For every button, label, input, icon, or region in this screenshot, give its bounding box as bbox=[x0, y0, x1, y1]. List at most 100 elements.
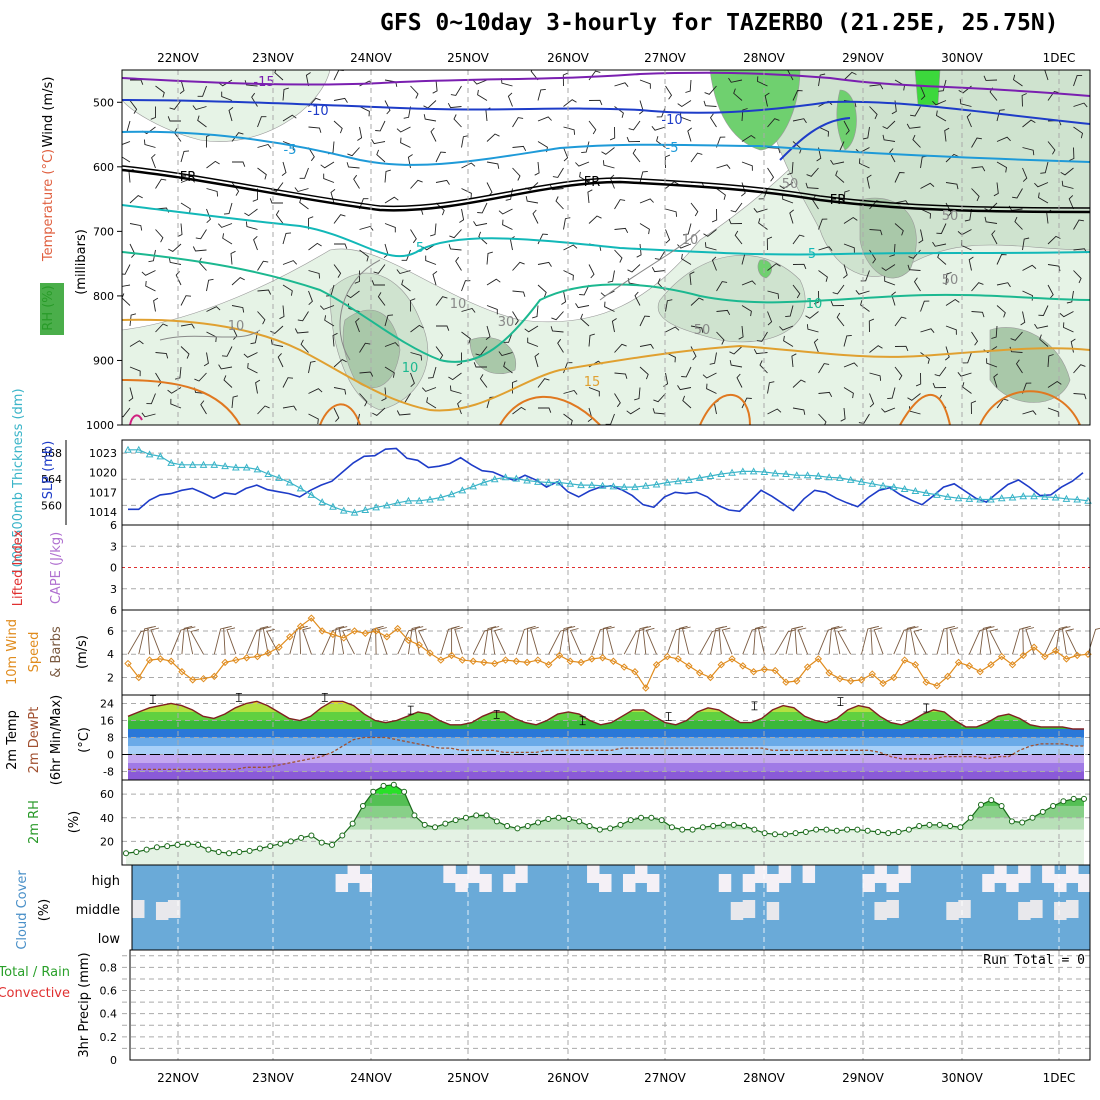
rh-label-a: 2m RH bbox=[27, 800, 42, 844]
thickness-point bbox=[911, 486, 920, 494]
wind-barb bbox=[767, 147, 781, 154]
thickness-point bbox=[361, 505, 370, 513]
wind-barb bbox=[733, 88, 743, 101]
wind-barb bbox=[764, 92, 770, 107]
wind-speed-point bbox=[836, 674, 844, 683]
thickness-point bbox=[933, 490, 941, 498]
wind-barb bbox=[767, 311, 773, 326]
precip-tick-label: 0.8 bbox=[100, 961, 118, 974]
wind-speed-point bbox=[609, 657, 618, 665]
rh-point bbox=[1039, 808, 1046, 815]
wind-speed-point bbox=[642, 684, 650, 692]
thickness-markers bbox=[124, 445, 1092, 516]
contour-label: FR bbox=[830, 193, 847, 208]
wind-speed-point bbox=[275, 643, 283, 651]
wind-barb bbox=[677, 385, 692, 391]
wind-barb bbox=[728, 218, 743, 225]
wind-barb bbox=[1073, 364, 1086, 374]
wind-barb bbox=[359, 106, 370, 117]
wind-barb bbox=[277, 353, 284, 368]
cloud-gap-high bbox=[994, 865, 1007, 883]
wind-barb bbox=[945, 325, 957, 335]
wind-barb bbox=[122, 141, 131, 146]
rh-point bbox=[164, 843, 171, 850]
thickness-point bbox=[900, 484, 909, 493]
wind-barb bbox=[881, 264, 896, 272]
temperature-contour bbox=[129, 414, 143, 425]
wind-barb bbox=[1015, 359, 1023, 374]
wind-barb bbox=[410, 372, 415, 388]
wind-barb bbox=[180, 346, 190, 359]
temp-label-b: 2m DewPt bbox=[27, 707, 42, 774]
wind-barb bbox=[996, 282, 1011, 288]
wind-barb bbox=[1073, 219, 1084, 230]
wind-speed-point bbox=[987, 661, 995, 669]
rh-point bbox=[226, 850, 233, 857]
temp-max-marker bbox=[579, 716, 586, 726]
wind-barb bbox=[563, 99, 577, 107]
precip-label-a: Total / Rain bbox=[0, 965, 70, 980]
contour-label: 30 bbox=[498, 315, 515, 330]
cloud-gap-middle bbox=[958, 900, 971, 918]
temp-max-marker bbox=[923, 703, 930, 713]
top-date-label: 1DEC bbox=[1043, 51, 1076, 65]
wind-barb bbox=[384, 223, 396, 233]
upper-units-label: (millibars) bbox=[74, 229, 89, 295]
wind-speed-point bbox=[803, 663, 812, 671]
thickness-point bbox=[415, 496, 424, 504]
contour-label: 5 bbox=[808, 247, 816, 262]
rh-point bbox=[287, 838, 294, 845]
cloud-gap-high bbox=[982, 874, 995, 892]
wind-barb bbox=[169, 100, 182, 110]
rh-band bbox=[126, 817, 1084, 830]
wind-barb bbox=[247, 362, 258, 374]
wind-barb bbox=[448, 372, 462, 381]
wind-speed-point bbox=[199, 674, 208, 683]
wind-barb bbox=[435, 346, 444, 360]
temp-units-label: (°C) bbox=[77, 727, 92, 753]
wind-barb bbox=[282, 114, 297, 122]
rh-point bbox=[318, 839, 325, 846]
wind-barb bbox=[609, 126, 616, 141]
cloud-gap-middle bbox=[155, 902, 169, 920]
surface-wind-barb bbox=[591, 627, 609, 655]
wind-barb bbox=[588, 333, 595, 347]
wind-speed-point bbox=[998, 652, 1006, 661]
wind-barb bbox=[396, 269, 411, 275]
wind-speed-point bbox=[685, 662, 693, 670]
rh-point bbox=[493, 818, 500, 825]
surface-wind-barb bbox=[338, 626, 348, 655]
wind-speed-point bbox=[793, 677, 801, 685]
wind-speed-point bbox=[1041, 652, 1049, 661]
wind-barb bbox=[702, 372, 717, 379]
thickness-point bbox=[242, 463, 251, 471]
cloud-gap-middle bbox=[132, 900, 145, 918]
wind-barb bbox=[665, 326, 680, 333]
wind-barb bbox=[503, 361, 513, 374]
slp-line bbox=[128, 447, 1084, 513]
rh-point bbox=[246, 847, 253, 854]
wind-barb bbox=[920, 208, 931, 219]
wind-barb bbox=[1022, 264, 1037, 271]
wind-barb bbox=[971, 166, 986, 172]
thickness-point bbox=[652, 480, 661, 488]
rh-point bbox=[689, 826, 696, 833]
rh-point bbox=[638, 814, 645, 821]
wind-barb bbox=[333, 120, 343, 134]
wind-barb bbox=[767, 167, 775, 182]
wind-barb bbox=[231, 305, 245, 313]
wind-barb bbox=[401, 279, 411, 292]
rh-point bbox=[596, 826, 603, 833]
wind-barb bbox=[450, 85, 462, 96]
wind-barb bbox=[651, 266, 666, 273]
wind-speed-point bbox=[857, 676, 866, 684]
rh-point bbox=[277, 840, 284, 847]
thickness-point bbox=[792, 471, 801, 479]
thickness-point bbox=[490, 475, 499, 483]
rh-tick-label: 60 bbox=[100, 788, 114, 801]
wind-barb bbox=[628, 120, 641, 131]
wind-barb bbox=[792, 118, 807, 124]
surface-wind-barb bbox=[606, 626, 615, 655]
cloud-level-label: middle bbox=[76, 903, 120, 918]
thickness-point bbox=[1041, 492, 1049, 500]
